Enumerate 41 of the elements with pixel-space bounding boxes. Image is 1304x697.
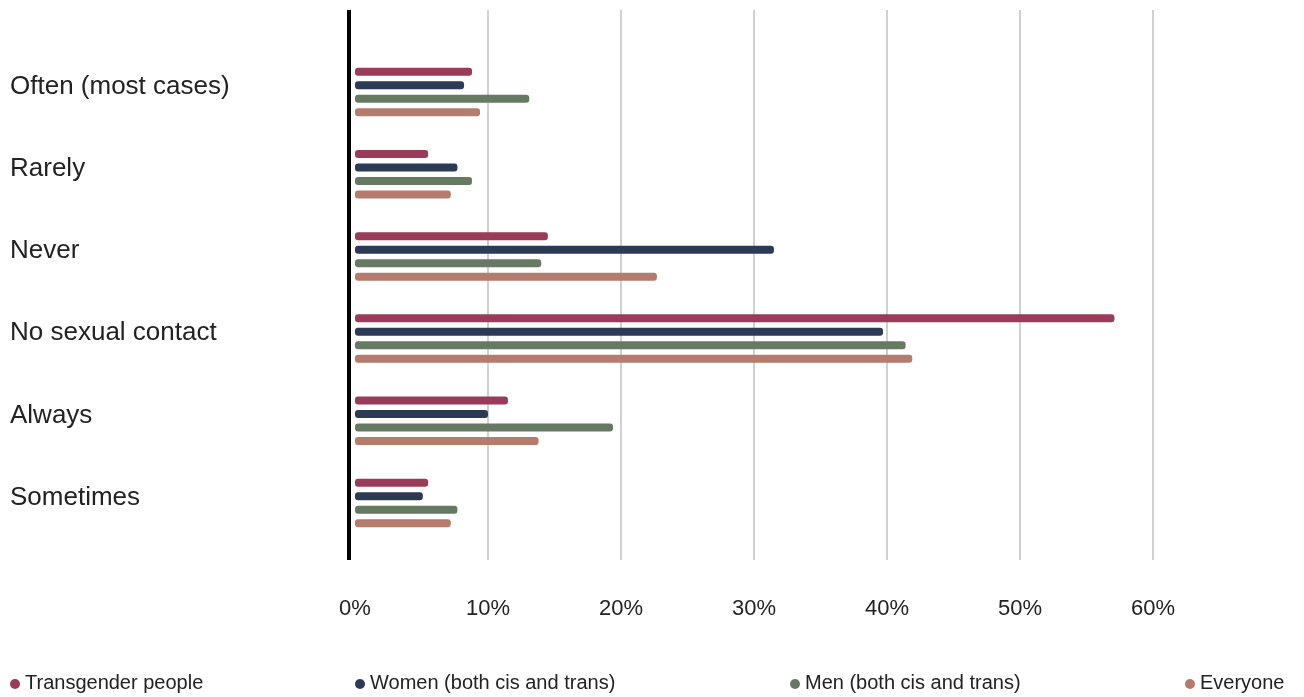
legend-label: Men (both cis and trans) (805, 671, 1021, 694)
bar (355, 149, 429, 158)
bar (355, 259, 542, 268)
y-tick-label: Rarely (10, 152, 86, 183)
y-tick-label: No sexual contact (10, 316, 218, 347)
x-tick-label: 50% (997, 595, 1043, 620)
legend-label: Transgender people (25, 671, 204, 694)
bar (355, 272, 657, 281)
bar (355, 410, 488, 419)
x-tick-label: 30% (731, 595, 777, 620)
bar (355, 505, 458, 514)
bar (355, 67, 473, 76)
legend-label: Everyone (1200, 671, 1285, 694)
bar (355, 437, 539, 446)
bar (355, 423, 614, 432)
x-tick-label: 20% (598, 595, 644, 620)
x-tick-label: 10% (465, 595, 511, 620)
bar (355, 232, 548, 241)
y-tick-label: Often (most cases) (10, 69, 230, 100)
y-tick-label: Sometimes (10, 480, 141, 511)
y-tick-label: Always (10, 398, 93, 429)
x-tick-label: 40% (864, 595, 910, 620)
x-tick-label: 60% (1130, 595, 1176, 620)
bar (355, 492, 423, 501)
bar (355, 163, 458, 172)
bar (355, 176, 473, 185)
y-tick-label: Never (10, 234, 80, 265)
bar (355, 94, 530, 103)
bar (355, 341, 906, 350)
bar (355, 478, 429, 487)
bar (355, 396, 508, 405)
legend-label: Women (both cis and trans) (370, 671, 616, 694)
bar (355, 354, 913, 363)
x-tick-label: 0% (339, 595, 371, 620)
bar (355, 314, 1115, 323)
bar (355, 108, 481, 117)
bar (355, 190, 451, 199)
bar (355, 245, 774, 254)
bar (355, 327, 884, 336)
bar (355, 81, 465, 90)
bar (355, 519, 451, 528)
